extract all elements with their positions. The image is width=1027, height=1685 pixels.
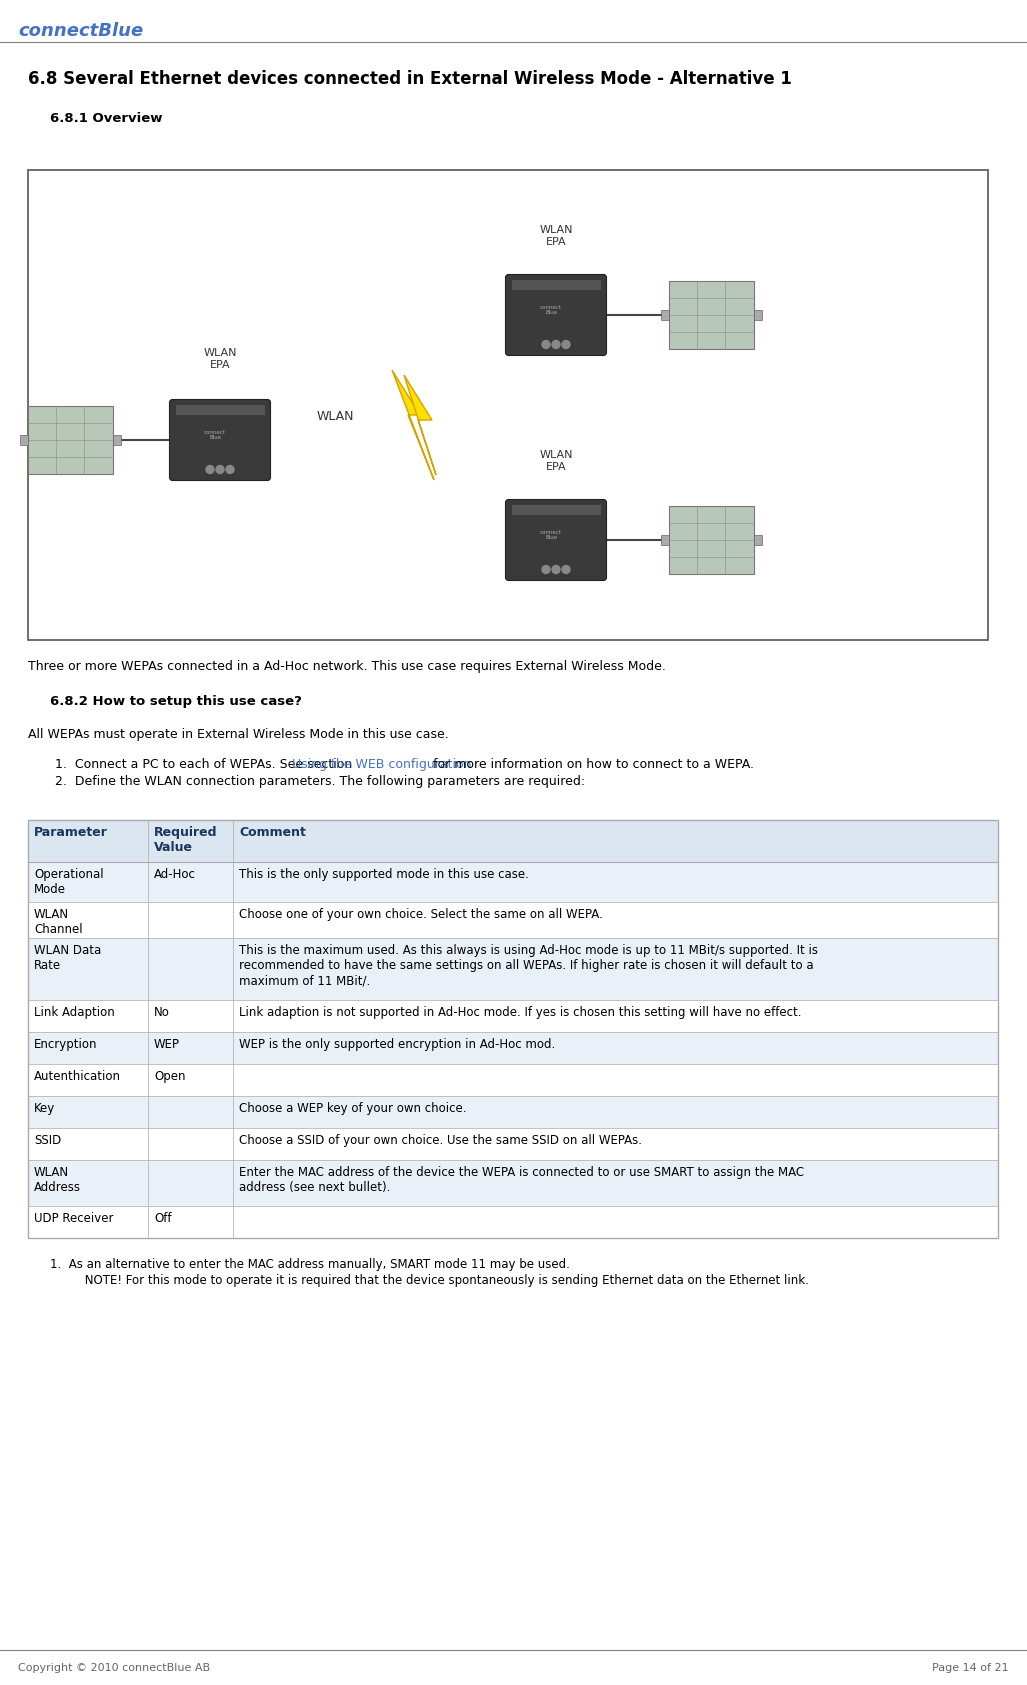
Text: WLAN
Address: WLAN Address (34, 1166, 81, 1195)
Text: All WEPAs must operate in External Wireless Mode in this use case.: All WEPAs must operate in External Wirel… (28, 728, 449, 741)
Bar (28, 1031, 998, 1063)
Bar (28, 821, 998, 1238)
Circle shape (542, 566, 550, 573)
Bar (28, 901, 998, 939)
Text: Key: Key (34, 1102, 55, 1115)
Text: Encryption: Encryption (34, 1038, 98, 1051)
Circle shape (551, 566, 560, 573)
FancyBboxPatch shape (505, 499, 607, 581)
Text: Three or more WEPAs connected in a Ad-Hoc network. This use case requires Extern: Three or more WEPAs connected in a Ad-Ho… (28, 661, 665, 672)
Circle shape (551, 340, 560, 349)
Text: WLAN
Channel: WLAN Channel (34, 908, 82, 935)
Text: No: No (154, 1006, 169, 1019)
Bar (28, 999, 998, 1031)
Text: Page 14 of 21: Page 14 of 21 (933, 1663, 1009, 1673)
Text: Choose a WEP key of your own choice.: Choose a WEP key of your own choice. (239, 1102, 466, 1115)
FancyBboxPatch shape (169, 399, 270, 480)
Bar (113, 435, 120, 445)
Bar (28, 821, 998, 863)
Bar (28, 1063, 998, 1095)
Text: Comment: Comment (239, 826, 306, 839)
Bar (28, 406, 113, 473)
Text: 6.8.2 How to setup this use case?: 6.8.2 How to setup this use case? (50, 694, 302, 708)
Bar (20, 435, 28, 445)
Bar (28, 1127, 998, 1159)
Text: WEP is the only supported encryption in Ad-Hoc mod.: WEP is the only supported encryption in … (239, 1038, 556, 1051)
Circle shape (216, 465, 224, 473)
Text: Choose a SSID of your own choice. Use the same SSID on all WEPAs.: Choose a SSID of your own choice. Use th… (239, 1134, 642, 1147)
Text: Link adaption is not supported in Ad-Hoc mode. If yes is chosen this setting wil: Link adaption is not supported in Ad-Hoc… (239, 1006, 801, 1019)
Bar (28, 939, 998, 999)
Text: Operational
Mode: Operational Mode (34, 868, 104, 896)
Text: connect
Blue: connect Blue (540, 529, 562, 541)
Text: WLAN
EPA: WLAN EPA (539, 450, 573, 472)
Circle shape (562, 340, 570, 349)
Text: WLAN
EPA: WLAN EPA (203, 349, 237, 369)
Text: 6.8 Several Ethernet devices connected in External Wireless Mode - Alternative 1: 6.8 Several Ethernet devices connected i… (28, 71, 792, 88)
Text: Off: Off (154, 1212, 172, 1225)
Bar (28, 1159, 998, 1206)
Bar (660, 310, 669, 320)
Polygon shape (404, 376, 436, 475)
Text: WEP: WEP (154, 1038, 180, 1051)
Text: Link Adaption: Link Adaption (34, 1006, 115, 1019)
Text: SSID: SSID (34, 1134, 62, 1147)
FancyBboxPatch shape (176, 404, 265, 415)
Bar (28, 863, 998, 901)
FancyBboxPatch shape (511, 504, 601, 514)
Text: 6.8.1 Overview: 6.8.1 Overview (50, 111, 162, 125)
Text: connect
Blue: connect Blue (540, 305, 562, 315)
Bar (28, 1095, 998, 1127)
Bar (754, 310, 761, 320)
Circle shape (226, 465, 234, 473)
Bar (28, 170, 988, 640)
Text: connectBlue: connectBlue (18, 22, 143, 40)
Text: Open: Open (154, 1070, 186, 1083)
Bar (669, 506, 754, 575)
Circle shape (562, 566, 570, 573)
Text: connect
Blue: connect Blue (204, 430, 226, 440)
FancyBboxPatch shape (505, 275, 607, 356)
Circle shape (542, 340, 550, 349)
Text: This is the only supported mode in this use case.: This is the only supported mode in this … (239, 868, 529, 881)
Text: Using the WEB configuration: Using the WEB configuration (293, 758, 471, 772)
Text: Copyright © 2010 connectBlue AB: Copyright © 2010 connectBlue AB (18, 1663, 211, 1673)
Text: Choose one of your own choice. Select the same on all WEPA.: Choose one of your own choice. Select th… (239, 908, 603, 922)
Text: 2.  Define the WLAN connection parameters. The following parameters are required: 2. Define the WLAN connection parameters… (55, 775, 585, 789)
Text: Autenthication: Autenthication (34, 1070, 121, 1083)
Bar (669, 281, 754, 349)
Text: WLAN: WLAN (316, 409, 353, 423)
Text: Required
Value: Required Value (154, 826, 218, 854)
Text: for more information on how to connect to a WEPA.: for more information on how to connect t… (428, 758, 754, 772)
Text: 1.  As an alternative to enter the MAC address manually, SMART mode 11 may be us: 1. As an alternative to enter the MAC ad… (50, 1259, 570, 1270)
Text: This is the maximum used. As this always is using Ad-Hoc mode is up to 11 MBit/s: This is the maximum used. As this always… (239, 944, 817, 987)
Circle shape (206, 465, 214, 473)
Text: Enter the MAC address of the device the WEPA is connected to or use SMART to ass: Enter the MAC address of the device the … (239, 1166, 804, 1195)
Bar (660, 536, 669, 544)
Polygon shape (392, 371, 434, 480)
Text: NOTE! For this mode to operate it is required that the device spontaneously is s: NOTE! For this mode to operate it is req… (66, 1274, 809, 1287)
Text: 1.  Connect a PC to each of WEPAs. See section: 1. Connect a PC to each of WEPAs. See se… (55, 758, 356, 772)
Text: WLAN Data
Rate: WLAN Data Rate (34, 944, 102, 972)
Text: WLAN
EPA: WLAN EPA (539, 226, 573, 246)
Text: Ad-Hoc: Ad-Hoc (154, 868, 196, 881)
Bar (28, 1206, 998, 1238)
FancyBboxPatch shape (511, 280, 601, 290)
Bar (754, 536, 761, 544)
Text: Parameter: Parameter (34, 826, 108, 839)
Text: UDP Receiver: UDP Receiver (34, 1212, 114, 1225)
